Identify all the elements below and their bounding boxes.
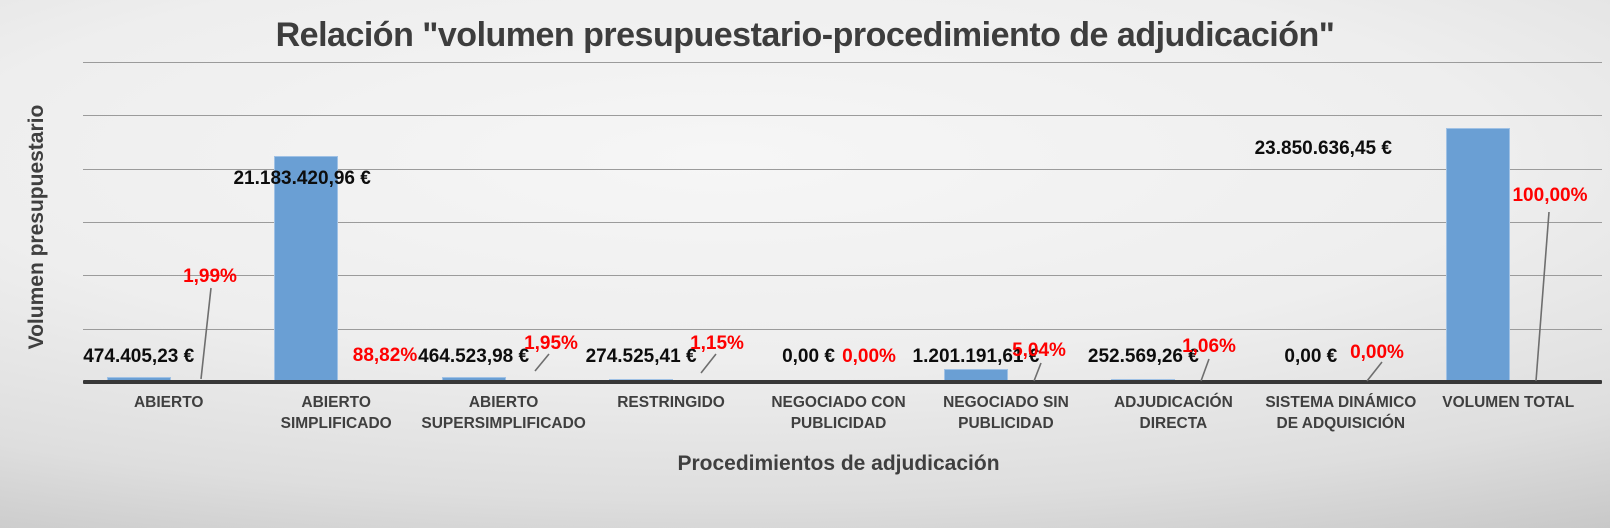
leader-line (1535, 211, 1550, 382)
x-axis-line (83, 380, 1602, 384)
value-label: 0,00 € (782, 346, 835, 367)
category-label: ABIERTO SUPERSIMPLIFICADO (421, 392, 585, 434)
category-label: ADJUDICACIÓN DIRECTA (1114, 392, 1233, 434)
value-label: 21.183.420,96 € (233, 168, 371, 189)
percent-label: 1,95% (524, 333, 578, 354)
percent-label: 88,82% (352, 345, 418, 366)
category-label-line: ABIERTO (301, 394, 371, 411)
category-label-line: DIRECTA (1139, 415, 1208, 432)
percent-label: 1,15% (690, 333, 744, 354)
category-label: RESTRINGIDO (617, 392, 725, 413)
value-label: 0,00 € (1284, 346, 1338, 367)
category-label-line: NEGOCIADO SIN (943, 394, 1069, 411)
bar (1446, 127, 1511, 382)
category-label-line: VOLUMEN TOTAL (1442, 394, 1575, 411)
category-label-line: SUPERSIMPLIFICADO (421, 415, 586, 432)
value-label: 1.201.191,61 € (912, 346, 1040, 367)
leader-line (1200, 358, 1210, 382)
gridline (83, 168, 1602, 170)
leader-line (1366, 361, 1383, 382)
category-label: NEGOCIADO CON PUBLICIDAD (771, 392, 905, 434)
gridline (83, 275, 1602, 277)
gridline (83, 62, 1602, 63)
gridline (83, 115, 1602, 117)
category-label: NEGOCIADO SIN PUBLICIDAD (943, 392, 1069, 434)
percent-label: 100,00% (1512, 185, 1588, 206)
category-label-line: PUBLICIDAD (790, 415, 887, 432)
value-label: 252.569,26 € (1087, 346, 1199, 367)
category-label-line: ADJUDICACIÓN (1113, 394, 1233, 411)
category-label: SISTEMA DINÁMICO DE ADQUISICIÓN (1265, 392, 1416, 434)
category-label-line: DE ADQUISICIÓN (1276, 415, 1406, 432)
value-label: 274.525,41 € (585, 346, 697, 367)
category-label-line: ABIERTO (133, 394, 204, 411)
value-label: 474.405,23 € (83, 346, 195, 367)
bar (274, 156, 339, 382)
gridline (83, 328, 1602, 330)
value-label: 464.523,98 € (418, 346, 530, 367)
category-label-line: NEGOCIADO CON (771, 394, 906, 411)
category-label-line: PUBLICIDAD (958, 415, 1054, 432)
x-axis-title: Procedimientos de adjudicación (677, 452, 1000, 475)
percent-label: 0,00% (842, 346, 896, 367)
leader-line (534, 353, 550, 372)
category-label-line: SIMPLIFICADO (280, 415, 392, 432)
y-axis-title: Volumen presupuestario (25, 104, 48, 350)
chart-title: Relación "volumen presupuestario-procedi… (275, 16, 1335, 54)
category-label: ABIERTO SIMPLIFICADO (281, 392, 392, 434)
category-label-line: ABIERTO (468, 394, 539, 411)
percent-label: 1,06% (1182, 336, 1236, 357)
leader-line (700, 353, 717, 374)
category-label: VOLUMEN TOTAL (1442, 392, 1574, 413)
percent-label: 0,00% (1350, 342, 1404, 363)
percent-label: 5,04% (1012, 340, 1066, 361)
gridline (83, 222, 1602, 223)
category-label-line: RESTRINGIDO (617, 394, 725, 411)
value-label: 23.850.636,45 € (1254, 138, 1392, 159)
category-label-line: SISTEMA DINÁMICO (1265, 394, 1417, 411)
percent-label: 1,99% (183, 266, 237, 287)
category-label: ABIERTO (134, 392, 203, 413)
leader-line (200, 287, 212, 380)
